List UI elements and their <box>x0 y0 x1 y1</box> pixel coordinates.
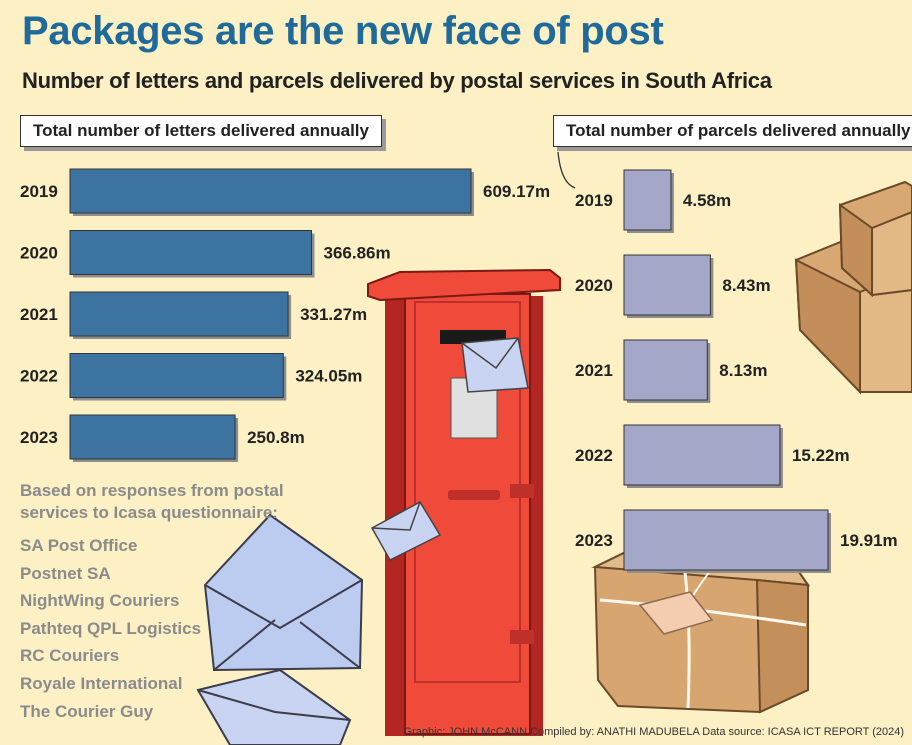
provider-item: The Courier Guy <box>20 701 154 721</box>
parcels-category-label: 2019 <box>575 191 613 210</box>
letters-value-label: 324.05m <box>295 367 362 386</box>
parcels-bar <box>623 254 711 316</box>
parcels-bar <box>623 169 672 231</box>
parcels-category-label: 2022 <box>575 446 613 465</box>
letters-value-label: 331.27m <box>300 305 367 324</box>
parcels-category-label: 2021 <box>575 361 613 380</box>
letters-bar <box>69 291 289 337</box>
envelope-illustration <box>196 337 529 745</box>
provider-item: Postnet SA <box>20 563 111 583</box>
provider-item: Pathteq QPL Logistics <box>20 618 202 638</box>
credits: Graphic: JOHN McCANN Compiled by: ANATHI… <box>403 726 904 738</box>
parcels-value-label: 15.22m <box>792 446 850 465</box>
parcels-bar <box>623 509 829 571</box>
letters-value-label: 250.8m <box>247 428 305 447</box>
letters-bar <box>69 414 236 460</box>
letters-chart-title: Total number of letters delivered annual… <box>20 115 382 147</box>
postbox-illustration <box>367 268 561 736</box>
stacked-boxes-illustration <box>794 180 912 395</box>
provider-list: SA Post Office Postnet SA NightWing Cour… <box>20 532 350 725</box>
parcels-category-label: 2020 <box>575 276 613 295</box>
provider-item: Royale International <box>20 673 183 693</box>
parcels-value-label: 8.43m <box>722 276 770 295</box>
letters-category-label: 2023 <box>20 428 58 447</box>
letters-bar <box>69 168 472 214</box>
letters-chart: 2019 609.17m 2020 366.86m 2021 331.27m 2022 324… <box>20 168 550 462</box>
note-intro: Based on responses from postal services … <box>20 481 284 522</box>
parcels-chart: 2019 4.58m 2020 8.43m 2021 8.13m 2022 15.22m 202… <box>575 169 898 573</box>
letters-category-label: 2021 <box>20 305 58 324</box>
provider-item: SA Post Office <box>20 536 138 555</box>
letters-value-label: 366.86m <box>323 244 390 263</box>
label-connector <box>557 151 576 189</box>
parcels-category-label: 2023 <box>575 531 613 550</box>
parcels-value-label: 19.91m <box>840 531 898 550</box>
provider-item: NightWing Couriers <box>20 591 180 611</box>
letters-category-label: 2020 <box>20 244 58 263</box>
parcels-bar <box>623 339 708 401</box>
parcels-bar <box>623 424 781 486</box>
respondents-note: Based on responses from postal services … <box>20 480 350 725</box>
provider-item: RC Couriers <box>20 646 120 666</box>
letters-bar <box>69 230 312 275</box>
letters-bar <box>69 353 284 398</box>
page-title: Packages are the new face of post <box>22 9 664 53</box>
parcels-value-label: 4.58m <box>683 191 731 210</box>
letters-value-label: 609.17m <box>483 182 550 201</box>
page-subtitle: Number of letters and parcels delivered … <box>22 68 772 93</box>
letters-category-label: 2022 <box>20 367 58 386</box>
parcels-chart-title: Total number of parcels delivered annual… <box>553 115 912 147</box>
parcels-value-label: 8.13m <box>719 361 767 380</box>
letters-category-label: 2019 <box>20 182 58 201</box>
